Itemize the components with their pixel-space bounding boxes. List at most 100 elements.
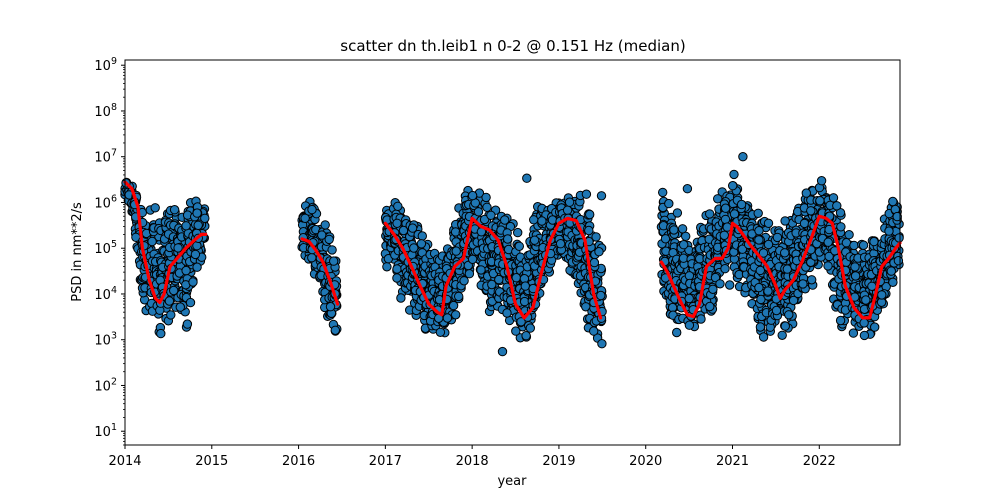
scatter-point-outlier <box>522 173 532 183</box>
scatter-point <box>188 277 198 287</box>
y-tick-label: 103 <box>94 331 117 349</box>
scatter-point <box>192 208 202 218</box>
scatter-point <box>451 246 461 256</box>
scatter-point <box>487 279 497 290</box>
scatter-point <box>459 276 469 286</box>
scatter-point <box>416 239 427 249</box>
scatter-point <box>755 322 766 332</box>
scatter-point <box>329 256 339 266</box>
scatter-point <box>486 210 496 221</box>
scatter-point <box>396 293 406 303</box>
scatter-point <box>858 240 869 250</box>
scatter-point <box>585 209 595 220</box>
scatter-point <box>720 203 731 213</box>
x-tick-label: 2016 <box>282 454 315 469</box>
scatter-point <box>547 215 558 225</box>
y-tick-label: 105 <box>94 239 117 257</box>
scatter-point <box>511 326 521 336</box>
scatter-point <box>771 305 782 316</box>
scatter-point <box>175 302 186 312</box>
scatter-point <box>482 202 492 213</box>
scatter-point <box>705 301 715 312</box>
scatter-point <box>835 315 846 326</box>
scatter-point <box>806 206 816 216</box>
scatter-point <box>763 286 773 296</box>
scatter-point <box>417 231 427 241</box>
scatter-point <box>327 245 337 255</box>
scatter-point <box>850 262 860 272</box>
x-axis-label: year <box>497 474 527 489</box>
scatter-point <box>448 300 459 311</box>
scatter-point <box>307 253 317 263</box>
scatter-point <box>503 234 513 244</box>
scatter-point <box>494 274 504 285</box>
scatter-point <box>442 313 453 323</box>
scatter-point <box>672 327 682 338</box>
scatter-point <box>450 227 461 237</box>
scatter-point <box>200 213 210 224</box>
scatter-point <box>307 204 317 215</box>
scatter-point <box>844 230 854 240</box>
scatter-point <box>893 256 904 266</box>
scatter-point <box>193 220 203 231</box>
scatter-point <box>867 281 877 291</box>
scatter-point <box>679 240 689 250</box>
scatter-point <box>784 310 794 320</box>
scatter-point <box>705 209 715 219</box>
scatter-point-outlier <box>682 184 693 194</box>
scatter-point <box>850 271 861 281</box>
scatter-point <box>888 277 898 287</box>
scatter-point-outlier <box>497 346 508 357</box>
scatter-point <box>324 234 334 245</box>
scatter-point <box>684 293 694 304</box>
scatter-point <box>555 239 566 249</box>
y-axis-label: PSD in nm**2/s <box>70 202 85 302</box>
scatter-point <box>815 196 825 206</box>
scatter-point <box>870 322 880 332</box>
scatter-point <box>758 332 769 342</box>
x-tick-label: 2021 <box>716 454 749 469</box>
scatter-point <box>392 218 402 229</box>
scatter-point <box>816 176 827 186</box>
scatter-point-outlier <box>801 188 811 198</box>
scatter-point <box>392 264 402 274</box>
x-tick-label: 2015 <box>195 454 228 469</box>
scatter-point <box>720 214 731 225</box>
scatter-point <box>754 235 764 245</box>
scatter-point <box>513 227 523 238</box>
scatter-point <box>869 236 879 247</box>
scatter-point <box>564 197 575 207</box>
scatter-point <box>409 243 419 253</box>
scatter-point <box>164 296 175 306</box>
chart-title: scatter dn th.leib1 n 0-2 @ 0.151 Hz (me… <box>340 37 685 55</box>
scatter-point <box>454 291 464 302</box>
scatter-point <box>672 208 683 218</box>
scatter-point <box>594 247 604 257</box>
scatter-point <box>596 290 606 301</box>
scatter-point <box>780 216 790 226</box>
scatter-point <box>677 224 688 234</box>
y-tick-label: 104 <box>94 285 117 303</box>
scatter-point <box>848 328 859 338</box>
scatter-point <box>678 253 689 263</box>
scatter-point <box>859 330 870 341</box>
scatter-point <box>473 207 484 217</box>
scatter-point <box>828 193 839 203</box>
scatter-point <box>467 190 478 201</box>
scatter-point <box>719 230 729 241</box>
scatter-point <box>684 320 695 330</box>
scatter-point <box>859 318 869 328</box>
scatter-point <box>806 257 816 267</box>
scatter-point <box>181 265 191 276</box>
median-line <box>300 237 340 306</box>
scatter-point <box>832 201 842 211</box>
scatter-point <box>521 331 531 341</box>
scatter-point-outlier <box>738 152 748 162</box>
scatter-point <box>192 262 202 272</box>
scatter-point <box>330 325 340 335</box>
scatter-point <box>861 295 871 305</box>
scatter-point <box>166 310 176 320</box>
scatter-point <box>464 269 475 279</box>
y-axis-ticks: 101 102 103 104 105 106 107 108 109 <box>94 56 125 446</box>
